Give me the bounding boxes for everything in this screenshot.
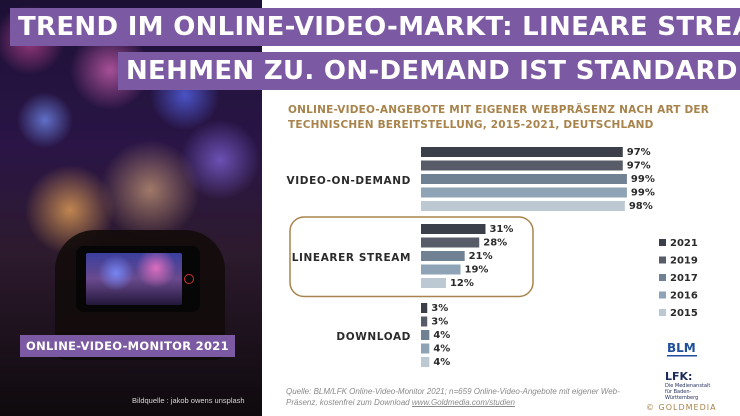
phone-screen (86, 253, 182, 305)
bar (421, 357, 430, 367)
bar (421, 330, 430, 340)
smartphone-image (76, 246, 200, 312)
lfk-logo-subtitle: Die Medienanstalt für Baden-Württemberg (665, 383, 711, 401)
category-label: VIDEO-ON-DEMAND (287, 175, 411, 187)
lfk-logo-text: LFK: (665, 370, 693, 383)
data-label: 31% (489, 224, 513, 235)
data-label: 4% (433, 357, 450, 368)
data-label: 4% (433, 344, 450, 355)
goldmedia-copyright: © GOLDMEDIA (646, 403, 717, 412)
chart-title: ONLINE-VIDEO-ANGEBOTE MIT EIGENER WEBPRÄ… (288, 104, 710, 131)
data-label: 98% (629, 201, 653, 212)
blm-logo-text: BLM (667, 341, 696, 355)
legend-swatch (659, 309, 666, 316)
legend-label: 2021 (670, 238, 698, 249)
record-button-icon (184, 274, 194, 284)
data-label: 4% (433, 330, 450, 341)
data-label: 28% (483, 238, 507, 249)
legend-swatch (659, 256, 666, 264)
bar (421, 224, 486, 234)
source-text: Quelle: BLM/LFK Online-Video-Monitor 202… (286, 387, 620, 407)
legend-label: 2016 (670, 291, 698, 302)
data-label: 3% (431, 317, 448, 328)
data-label: 3% (431, 303, 448, 314)
data-label: 12% (450, 278, 474, 289)
data-label: 97% (627, 161, 651, 172)
title-line-1: TREND IM ONLINE-VIDEO-MARKT: LINEARE STR… (10, 8, 740, 46)
bar (421, 316, 428, 327)
bar (421, 278, 446, 288)
blm-logo: BLM (667, 341, 697, 357)
bar (421, 201, 625, 211)
title-line-2: NEHMEN ZU. ON-DEMAND IST STANDARD. (118, 52, 740, 90)
category-label: DOWNLOAD (336, 331, 411, 343)
highlight-box (289, 216, 534, 298)
bar (421, 147, 623, 157)
bar (421, 174, 627, 184)
data-label: 97% (627, 147, 651, 158)
legend-label: 2019 (670, 256, 698, 267)
monitor-label: ONLINE-VIDEO-MONITOR 2021 (20, 335, 235, 357)
data-label: 21% (469, 251, 493, 262)
legend-swatch (659, 291, 666, 299)
data-label: 99% (631, 174, 655, 185)
bar (421, 187, 627, 198)
category-label: LINEARER STREAM (292, 252, 411, 264)
legend-label: 2017 (670, 273, 698, 284)
photo-credit: Bildquelle : jakob owens unsplash (132, 396, 245, 405)
bar (421, 343, 430, 354)
lfk-logo: LFK: Die Medienanstalt für Baden-Württem… (665, 370, 715, 401)
data-label: 99% (631, 188, 655, 199)
legend-swatch (659, 274, 666, 281)
bar (421, 237, 480, 248)
source-link[interactable]: www.Goldmedia.com/studien (411, 398, 515, 407)
bar (421, 251, 465, 261)
legend-label: 2015 (670, 308, 698, 319)
legend-swatch (659, 239, 666, 246)
data-label: 19% (465, 265, 489, 276)
source-note: Quelle: BLM/LFK Online-Video-Monitor 202… (286, 386, 646, 408)
bar (421, 303, 428, 313)
bar (421, 264, 461, 275)
bar (421, 160, 623, 171)
